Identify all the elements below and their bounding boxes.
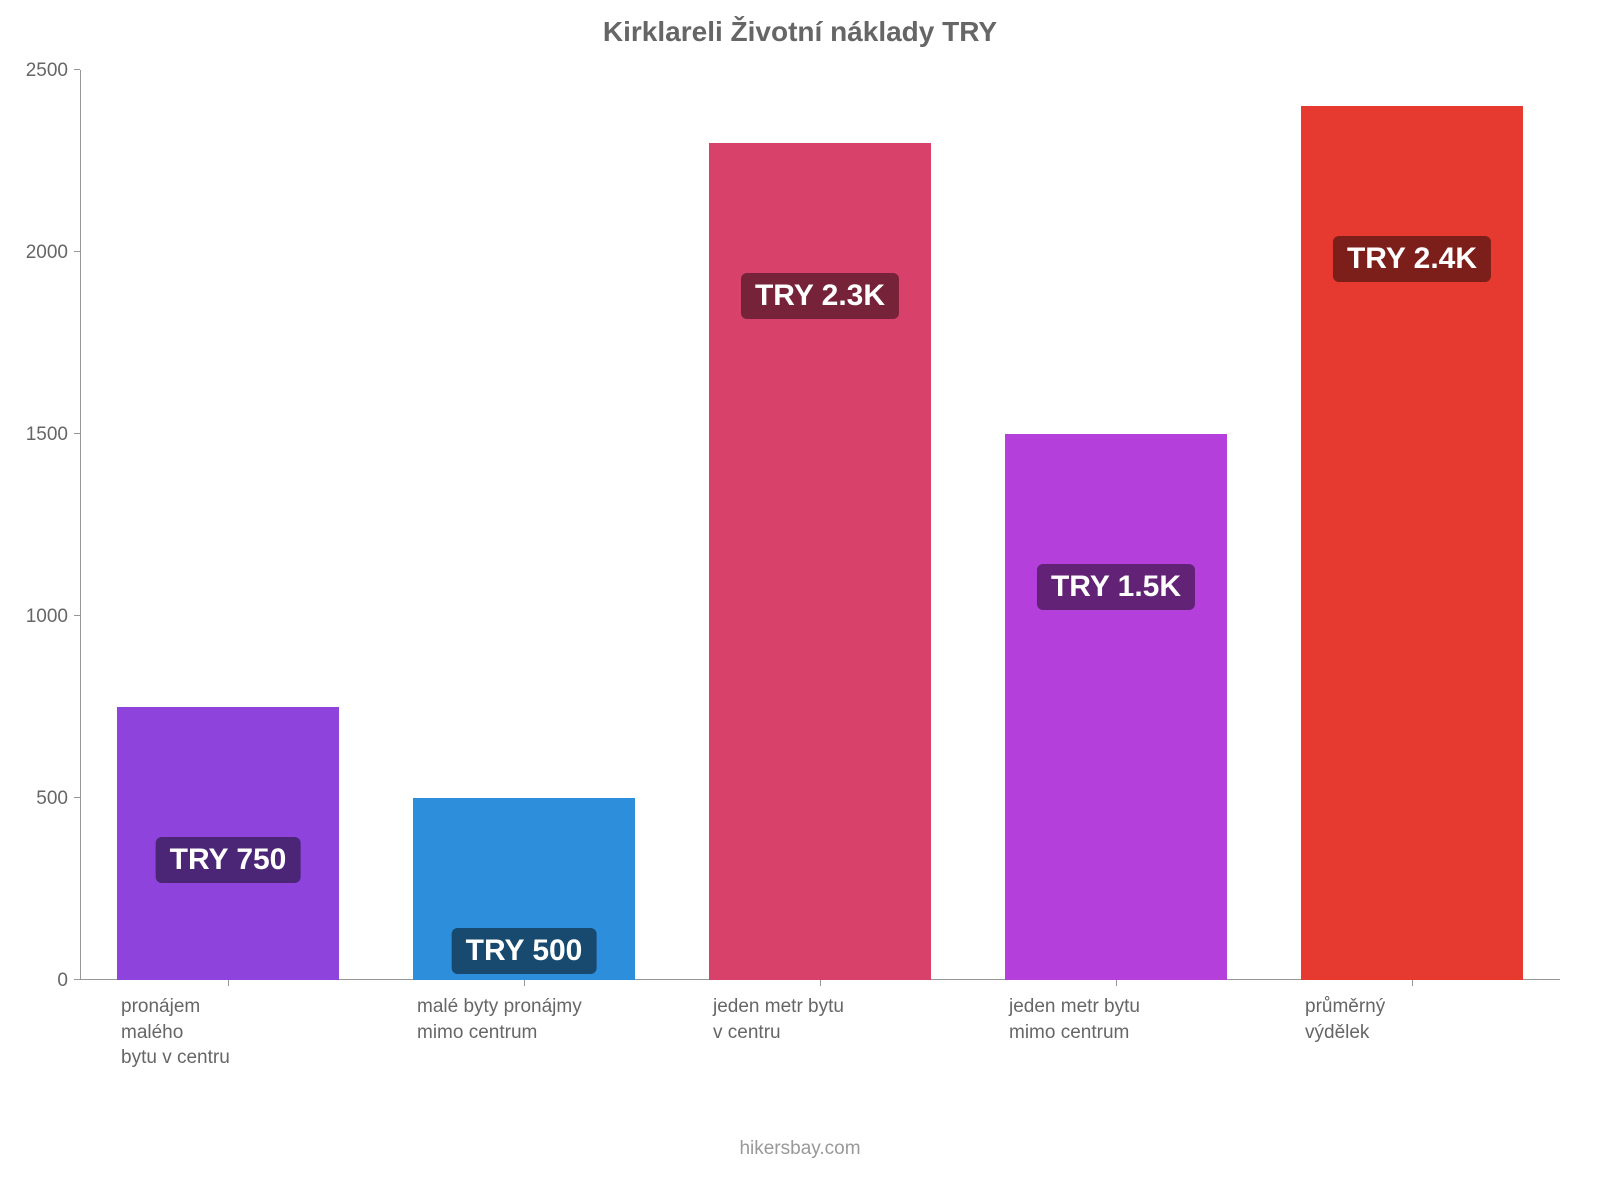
x-tick — [820, 980, 821, 986]
y-tick-label: 500 — [8, 788, 68, 810]
y-tick-label: 0 — [8, 970, 68, 992]
y-tick — [74, 69, 80, 70]
bar — [1005, 434, 1227, 980]
y-tick — [74, 979, 80, 980]
x-category-label: jeden metr bytu v centru — [713, 994, 975, 1045]
bar-value-label: TRY 500 — [452, 928, 597, 974]
y-tick — [74, 433, 80, 434]
y-axis — [80, 70, 81, 980]
x-tick — [228, 980, 229, 986]
bar-value-label: TRY 2.3K — [741, 273, 899, 319]
y-tick-label: 1500 — [8, 424, 68, 446]
y-tick-label: 1000 — [8, 606, 68, 628]
cost-of-living-bar-chart: Kirklareli Životní náklady TRY 050010001… — [0, 0, 1600, 1200]
x-category-label: malé byty pronájmy mimo centrum — [417, 994, 679, 1045]
x-tick — [524, 980, 525, 986]
bar-value-label: TRY 750 — [156, 837, 301, 883]
bar — [709, 143, 931, 980]
y-tick — [74, 251, 80, 252]
chart-title: Kirklareli Životní náklady TRY — [0, 16, 1600, 48]
x-category-label: jeden metr bytu mimo centrum — [1009, 994, 1271, 1045]
attribution-text: hikersbay.com — [0, 1138, 1600, 1160]
x-tick — [1412, 980, 1413, 986]
y-tick-label: 2500 — [8, 60, 68, 82]
y-tick-label: 2000 — [8, 242, 68, 264]
y-tick — [74, 797, 80, 798]
bar-value-label: TRY 2.4K — [1333, 236, 1491, 282]
x-category-label: průměrný výdělek — [1305, 994, 1567, 1045]
y-tick — [74, 615, 80, 616]
x-category-label: pronájem malého bytu v centru — [121, 994, 383, 1071]
plot-area: 05001000150020002500TRY 750pronájem malé… — [80, 70, 1560, 980]
x-tick — [1116, 980, 1117, 986]
bar-value-label: TRY 1.5K — [1037, 564, 1195, 610]
